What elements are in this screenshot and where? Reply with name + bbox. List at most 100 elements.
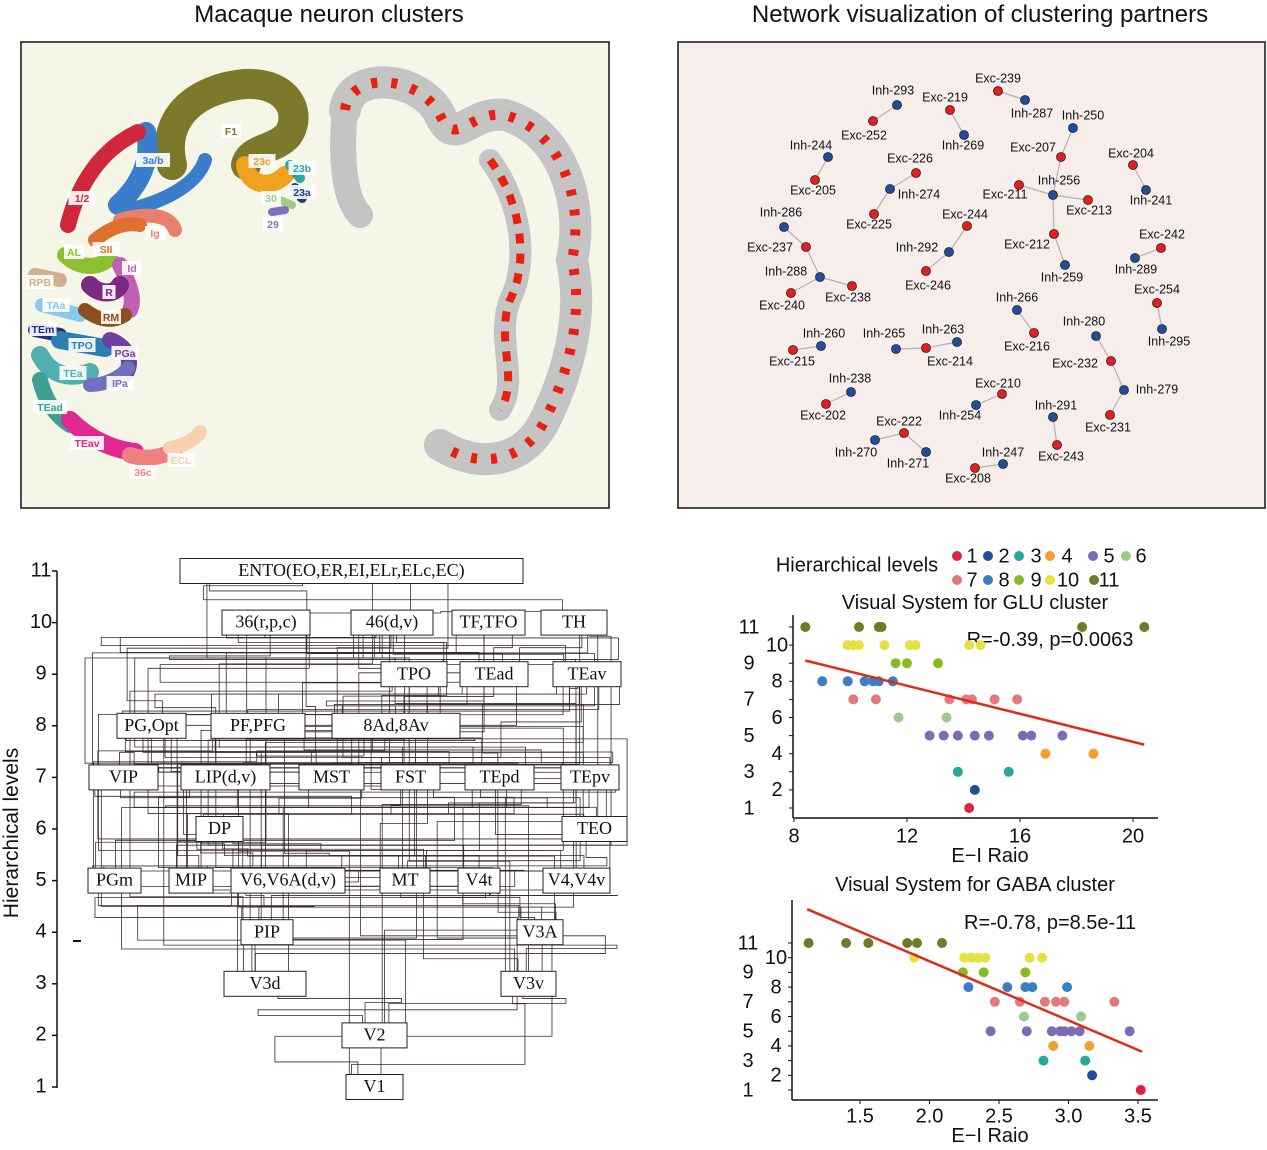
x-tick-label: 3.5 [1124,1105,1152,1127]
network-edge [1052,194,1089,201]
hierarchy-connection [201,841,585,869]
hierarchy-area-box: FST [380,764,441,791]
inhibitory-node [815,272,825,282]
area-box-frame [560,764,620,791]
region-label-bg [106,376,134,390]
hierarchy-connection [277,995,402,1024]
excitatory-node [1014,180,1024,190]
region-label: Ig [150,228,159,240]
data-point [941,712,952,723]
legend-swatch [983,551,993,561]
area-label: PIP [254,921,280,941]
network-edge [895,347,927,350]
area-label: V3A [523,921,558,941]
data-point [952,766,963,777]
hierarchy-area-box: V1 [345,1074,404,1100]
region-label: 29 [267,219,279,231]
hierarchy-connection [147,634,310,972]
y-tick-label: 6 [771,707,782,729]
hierarchy-panel: Hierarchical levels 1 2 3 4 5 6 7 8 9 10 11 ENTO(E… [0,558,628,1100]
hierarchy-connection [264,686,584,869]
node-label: Exc-244 [942,207,988,221]
network-edge [889,172,917,190]
data-point [1062,982,1073,993]
data-point [1066,1026,1077,1037]
y-tick-label: 7 [35,766,46,788]
hierarchy-area-box: MT [379,867,431,894]
data-point [966,952,977,963]
hierarchy-connection [137,892,407,1024]
inhibitory-node [998,459,1008,469]
brain-region-29 [268,206,289,216]
data-point [853,640,864,651]
node-label: Inh-269 [942,138,984,152]
hierarchy-connection [351,995,526,1075]
hierarchy-connection [150,737,519,766]
hierarchy-area-box: VIP [88,764,159,791]
legend-label: 8 [998,569,1009,591]
node-label: Exc-215 [769,354,815,368]
hierarchy-connection [371,737,614,766]
y-tick-label: 1 [743,797,754,819]
y-tick-label: 7 [742,991,753,1013]
region-label: IPa [112,378,128,390]
region-label: TEm [32,324,55,336]
data-point [1020,982,1031,993]
hierarchy-connection [97,737,611,869]
y-tick-label: 3 [35,972,46,994]
hierarchy-connection [504,789,548,972]
area-box-frame [451,609,526,636]
data-point [938,730,949,741]
area-label: MIP [175,870,207,890]
legend-label: 10 [1057,569,1079,591]
cluster-highlight [340,77,582,464]
data-point [859,676,870,687]
network-edge [874,432,905,441]
brain-region-3a/b [108,122,158,215]
hierarchy-area-box: V3d [223,970,307,997]
area-label: PF,PFG [230,715,286,735]
y-tick-label: 2 [770,1065,781,1087]
data-point [978,967,989,978]
region-label-bg [29,322,57,336]
data-point [1080,1055,1091,1066]
area-label: V2 [364,1025,386,1045]
region-label-bg [111,346,139,360]
data-point [1124,1026,1135,1037]
region-label: R [105,287,113,299]
hierarchy-area-box: 8Ad,8Av [331,712,461,739]
area-box-frame [561,816,628,842]
y-tick-label: 4 [770,1035,781,1057]
legend-swatch [952,551,962,561]
node-label: Inh-263 [922,322,964,336]
node-label: Inh-287 [1011,106,1053,120]
legend-label: 7 [966,569,977,591]
node-label: Exc-237 [747,240,793,254]
data-point [853,622,864,632]
excitatory-node [786,288,796,298]
legend-title: Hierarchical levels [776,554,938,576]
brain-region-ECL [163,425,207,455]
data-point [1088,748,1099,759]
region-label-bg [42,298,70,312]
area-label: V4t [466,870,493,890]
y-tick-label: 3 [742,1050,753,1072]
brain-region-SII [88,217,147,247]
hierarchy-connection [125,737,476,766]
network-edge [1052,194,1055,235]
excitatory-node [1056,152,1066,162]
node-label: Exc-243 [1038,449,1084,463]
x-tick-label: 8 [788,825,799,847]
hierarchy-connection [120,789,581,869]
node-label: Inh-244 [790,138,832,152]
node-label: Inh-247 [982,445,1024,459]
excitatory-node [1029,328,1039,338]
region-label-bg [101,310,121,324]
node-label: Exc-232 [1052,356,1098,370]
area-label: V1 [364,1076,386,1096]
region-label: TEa [63,368,82,380]
region-label-bg [68,191,96,205]
area-box-frame [331,712,461,739]
brain-region-F1 [154,68,309,180]
excitatory-node [911,168,921,178]
